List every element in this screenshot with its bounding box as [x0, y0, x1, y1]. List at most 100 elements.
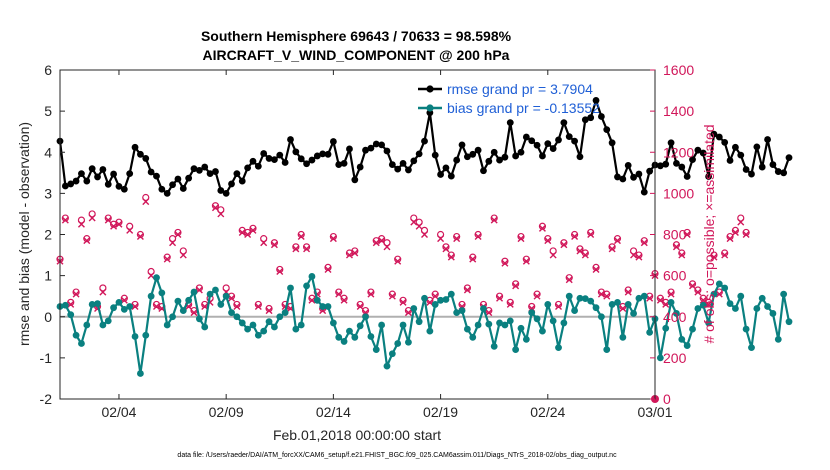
obs-assimilated-stroke: [378, 237, 386, 245]
bias-point: [555, 344, 562, 351]
obs-assimilated-stroke: [72, 290, 80, 298]
rmse-point: [201, 163, 209, 171]
obs-possible-marker: [420, 226, 429, 234]
obs-assimilated-stroke: [308, 296, 316, 304]
y-left-tick-label: -2: [40, 391, 53, 407]
bias-point: [737, 292, 745, 300]
rmse-point: [576, 153, 584, 161]
bias-point: [437, 296, 444, 304]
rmse-point: [287, 136, 294, 143]
obs-assimilated-stroke: [699, 296, 707, 304]
obs-assimilated-marker: [721, 251, 729, 259]
obs-assimilated-marker: [217, 210, 225, 218]
legend: rmse grand pr = 3.7904 bias grand pr = -…: [418, 81, 600, 116]
bias-point: [689, 325, 696, 333]
rmse-point: [431, 151, 439, 159]
bias-point: [726, 300, 734, 307]
y-left-tick-label: 3: [44, 185, 52, 201]
bias-point: [522, 335, 530, 343]
rmse-point: [94, 173, 101, 181]
obs-assimilated-stroke: [174, 231, 182, 238]
bias-point: [774, 335, 782, 343]
obs-assimilated-stroke: [61, 216, 69, 224]
bias-point: [271, 323, 278, 331]
obs-assimilated-marker: [689, 282, 697, 290]
rmse-point: [88, 165, 96, 173]
obs-assimilated-stroke: [683, 231, 691, 238]
rmse-point: [254, 162, 262, 170]
obs-possible-marker: [126, 222, 134, 230]
rmse-point: [673, 159, 680, 167]
obs-assimilated-marker: [142, 198, 150, 206]
legend-rmse-label: rmse grand pr = 3.7904: [447, 81, 593, 97]
obs-assimilated-stroke: [244, 231, 252, 238]
obs-assimilated-marker: [410, 218, 418, 226]
bias-point: [158, 289, 166, 297]
obs-assimilated-stroke: [270, 241, 278, 249]
obs-assimilated-marker: [83, 237, 91, 245]
bias-point: [474, 321, 482, 329]
rmse-point: [195, 166, 203, 174]
rmse-point: [463, 153, 471, 161]
obs-assimilated-marker: [303, 245, 311, 253]
bias-point: [549, 317, 557, 325]
bias-point: [447, 290, 455, 298]
bias-point: [351, 333, 359, 341]
bias-point: [383, 362, 391, 370]
bias-point: [678, 335, 686, 343]
obs-assimilated-marker: [270, 241, 278, 249]
rmse-point: [619, 175, 627, 183]
rmse-point: [774, 168, 782, 175]
obs-possible-marker: [415, 218, 423, 226]
obs-assimilated-stroke: [335, 290, 343, 298]
data-file-footnote: data file: /Users/raeder/DAI/ATM_forcXX/…: [177, 452, 617, 459]
obs-assimilated-marker: [463, 286, 471, 294]
obs-assimilated-stroke: [506, 300, 514, 308]
obs-assimilated-marker: [469, 255, 477, 263]
obs-assimilated-stroke: [136, 233, 144, 241]
bias-point: [410, 305, 418, 312]
rmse-point: [388, 161, 396, 168]
bias-point: [608, 301, 616, 308]
bias-point: [715, 280, 723, 288]
rmse-point: [555, 136, 562, 144]
obs-assimilated-marker: [399, 298, 407, 306]
obs-possible-marker: [222, 284, 230, 292]
rmse-point: [549, 145, 557, 152]
bias-point: [426, 327, 434, 335]
obs-assimilated-marker: [169, 239, 177, 247]
bias-point: [244, 325, 252, 333]
bias-point: [533, 315, 541, 323]
bias-point: [153, 274, 160, 282]
rmse-point: [748, 170, 755, 178]
obs-possible-marker: [436, 230, 445, 239]
bias-point: [265, 318, 273, 326]
obs-assimilated-marker: [565, 276, 573, 284]
bias-point: [421, 294, 428, 302]
rmse-point: [120, 185, 128, 193]
obs-assimilated-marker: [678, 251, 686, 259]
bias-point: [319, 303, 327, 310]
rmse-point: [501, 153, 509, 161]
x-tick-label: 02/04: [101, 404, 136, 420]
obs-assimilated-marker: [367, 290, 375, 298]
obs-assimilated-stroke: [179, 251, 187, 259]
rmse-point: [249, 157, 257, 165]
obs-assimilated-stroke: [217, 210, 225, 218]
obs-assimilated-marker: [77, 220, 85, 228]
bias-point: [378, 321, 386, 329]
y-left-tick-label: 6: [44, 62, 52, 78]
obs-assimilated-stroke: [689, 282, 697, 290]
obs-assimilated-stroke: [410, 218, 418, 226]
obs-possible-marker: [168, 235, 177, 243]
obs-assimilated-marker: [549, 251, 557, 259]
obs-assimilated-marker: [608, 245, 616, 253]
obs-possible-marker: [77, 216, 86, 224]
obs-assimilated-stroke: [372, 239, 380, 247]
rmse-point: [163, 189, 171, 197]
rmse-point: [378, 141, 386, 149]
bias-point: [710, 290, 718, 298]
obs-assimilated-stroke: [646, 294, 654, 302]
obs-assimilated-marker: [506, 300, 514, 308]
obs-assimilated-stroke: [437, 235, 445, 243]
